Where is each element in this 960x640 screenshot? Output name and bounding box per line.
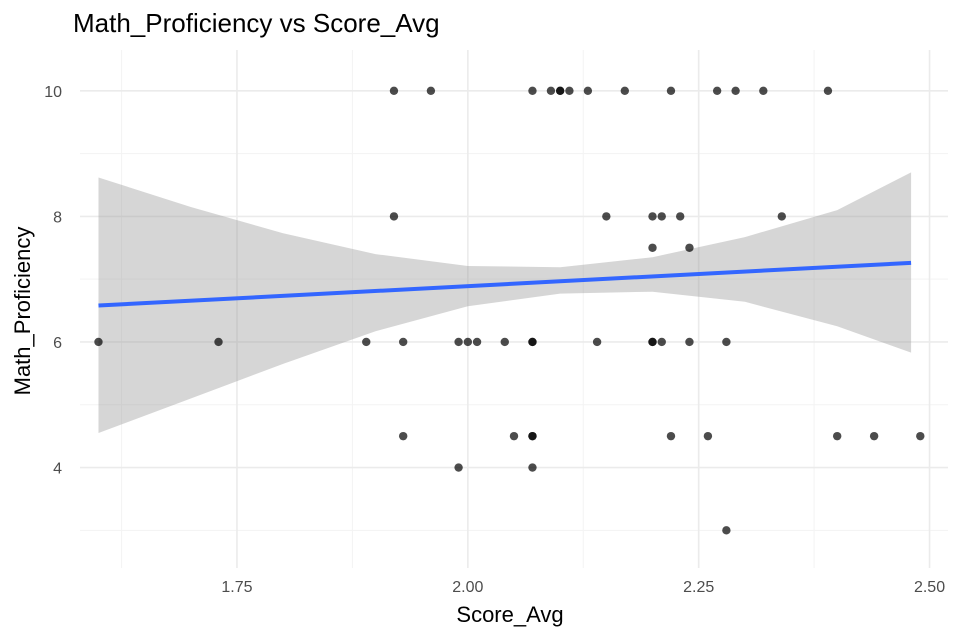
- data-point: [592, 337, 602, 347]
- data-point: [657, 212, 666, 221]
- data-point: [528, 337, 537, 347]
- data-point: [528, 431, 537, 441]
- data-point: [389, 86, 399, 96]
- data-point: [722, 337, 731, 347]
- data-point: [509, 431, 519, 441]
- data-point: [500, 337, 509, 347]
- data-point: [472, 337, 482, 347]
- data-point: [94, 337, 103, 347]
- y-tick-label: 10: [44, 84, 62, 101]
- data-point: [426, 86, 436, 96]
- points-layer: [94, 86, 925, 535]
- data-point: [916, 431, 925, 441]
- data-point: [620, 86, 630, 96]
- data-point: [869, 431, 879, 441]
- x-tick-label: 2.00: [452, 579, 483, 596]
- data-point: [389, 212, 399, 221]
- x-tick-label: 2.50: [914, 579, 945, 596]
- data-point: [463, 337, 473, 347]
- data-point: [555, 86, 565, 96]
- data-point: [685, 243, 694, 252]
- data-point: [823, 86, 833, 96]
- grid: [80, 50, 948, 568]
- trend-line-layer: [98, 260, 912, 308]
- data-point: [454, 463, 463, 472]
- data-point: [546, 86, 556, 96]
- data-point: [528, 463, 537, 472]
- data-point: [685, 337, 694, 347]
- confidence-band-layer: [98, 172, 912, 433]
- data-point: [712, 86, 722, 96]
- data-point: [398, 337, 408, 347]
- y-axis-title: Math_Proficiency: [10, 227, 35, 396]
- y-tick-label: 8: [53, 209, 62, 226]
- y-axis-ticks: 4 6 8 10: [44, 84, 62, 478]
- data-point: [666, 431, 676, 441]
- data-point: [214, 337, 223, 347]
- data-point: [565, 86, 574, 96]
- x-tick-label: 2.25: [683, 579, 714, 596]
- data-point: [703, 431, 713, 441]
- x-axis-title: Score_Avg: [456, 602, 563, 627]
- data-point: [759, 86, 768, 96]
- data-point: [602, 212, 611, 221]
- trend-line: [98, 260, 912, 308]
- data-point: [777, 212, 786, 221]
- data-point: [832, 431, 842, 441]
- data-point: [676, 212, 685, 221]
- confidence-band: [98, 172, 912, 433]
- data-point: [731, 86, 740, 96]
- y-tick-label: 4: [53, 461, 62, 478]
- data-point: [648, 212, 657, 221]
- data-point: [454, 337, 463, 347]
- y-tick-label: 6: [53, 335, 62, 352]
- data-point: [528, 86, 537, 96]
- x-tick-label: 1.75: [221, 579, 252, 596]
- data-point: [666, 86, 676, 96]
- data-point: [398, 431, 408, 441]
- data-point: [583, 86, 593, 96]
- data-point: [722, 526, 731, 535]
- data-point: [648, 243, 657, 252]
- data-point: [657, 337, 666, 347]
- data-point: [362, 337, 371, 347]
- data-point: [648, 337, 657, 347]
- x-axis-ticks: 1.75 2.00 2.25 2.50: [221, 579, 945, 596]
- chart-title: Math_Proficiency vs Score_Avg: [73, 8, 440, 38]
